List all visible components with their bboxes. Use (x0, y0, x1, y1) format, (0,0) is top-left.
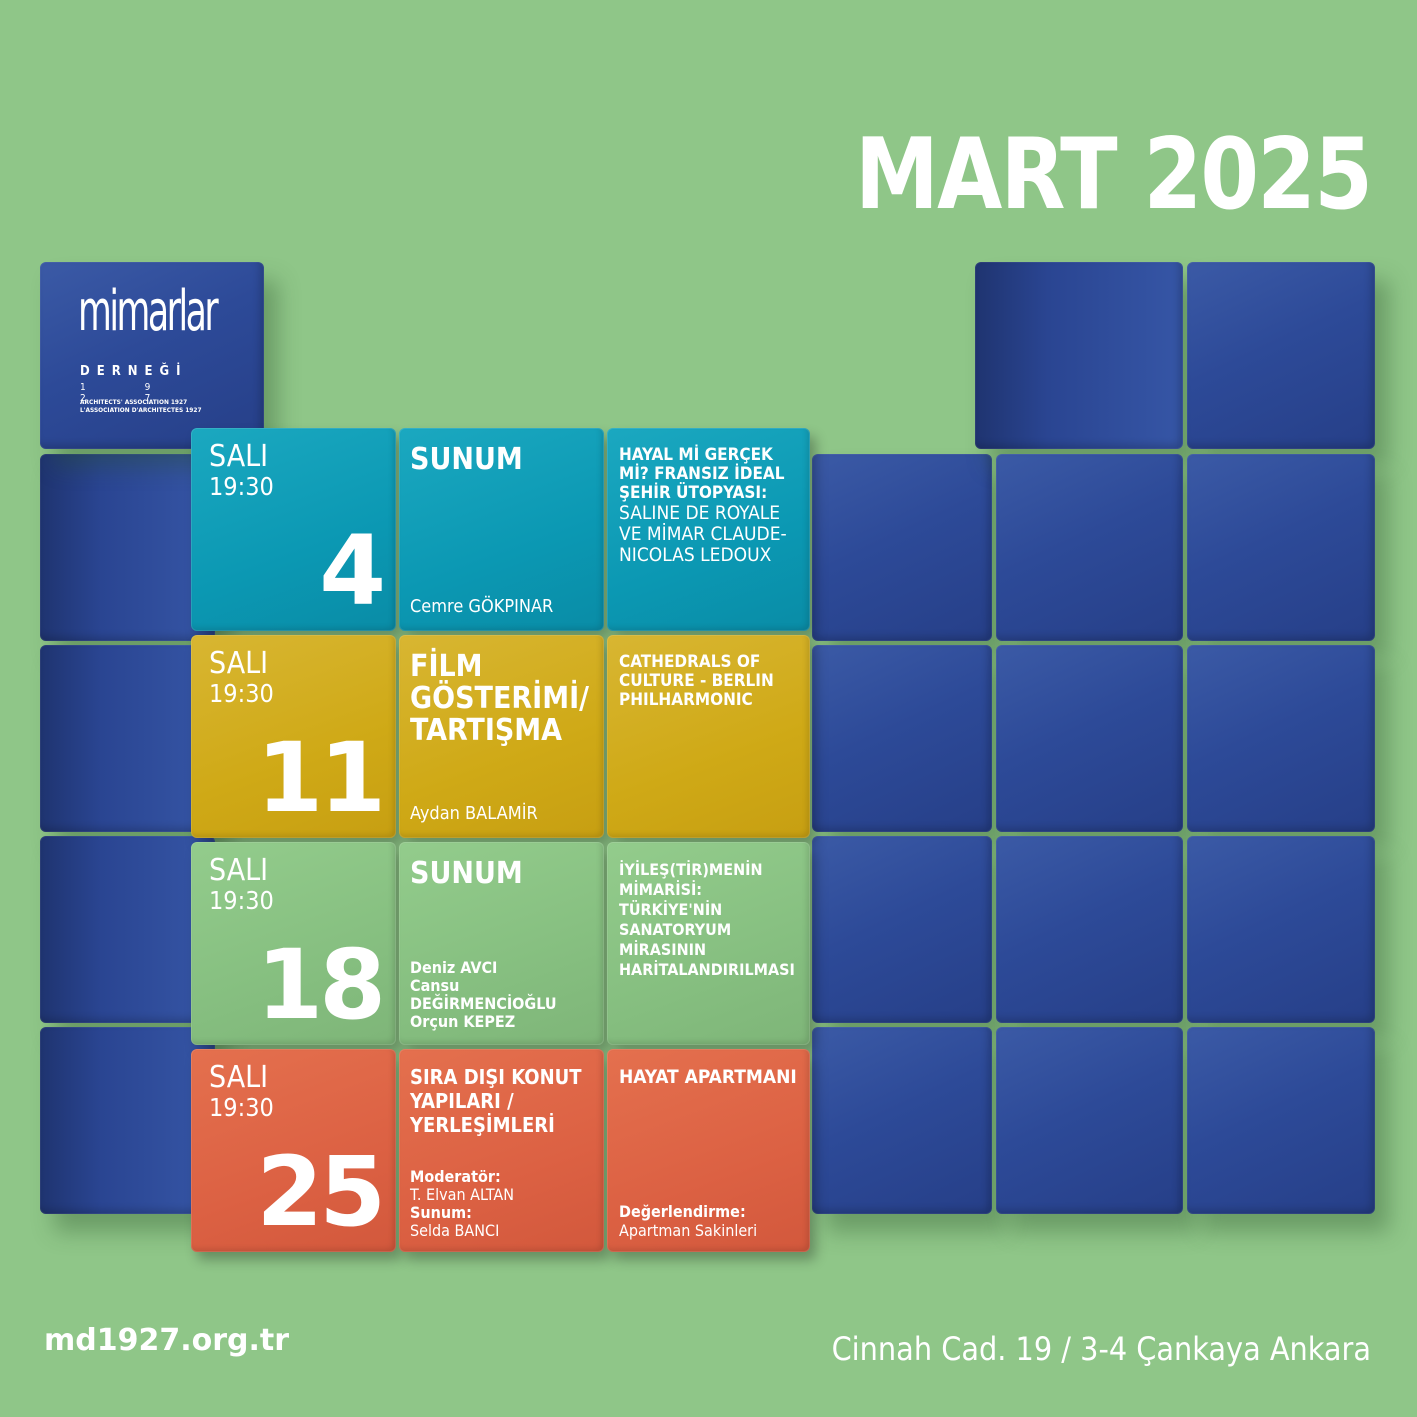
participants: Moderatör: T. Elvan ALTAN Sunum: Selda B… (410, 1168, 598, 1240)
cube (1187, 645, 1375, 832)
day-number: 4 (319, 515, 386, 627)
event-type-cell: SUNUM Cemre GÖKPINAR (399, 428, 604, 631)
event-type: SUNUM (410, 442, 523, 477)
event-description-cell: HAYAT APARTMANI Değerlendirme: Apartman … (607, 1049, 810, 1252)
presenter-name: Deniz AVCI (410, 958, 498, 977)
cube (40, 454, 215, 641)
logo-subtitle: DERNEĞİ (80, 364, 188, 379)
presenter-name: Orçun KEPEZ (410, 1012, 516, 1031)
address: Cinnah Cad. 19 / 3-4 Çankaya Ankara (831, 1330, 1371, 1368)
event-type-cell: FİLM GÖSTERİMİ/ TARTIŞMA Aydan BALAMİR (399, 635, 604, 838)
evaluation-value: Apartman Sakinleri (619, 1221, 758, 1240)
day-number: 25 (256, 1136, 386, 1248)
cube (1187, 1027, 1375, 1214)
presenter-name: Selda BANCI (410, 1221, 500, 1240)
cube (1187, 836, 1375, 1023)
cube (1187, 262, 1375, 449)
date-cell-4: SALI 19:30 4 (191, 428, 396, 631)
date-cell-18: SALI 19:30 18 (191, 842, 396, 1045)
moderator-name: T. Elvan ALTAN (410, 1185, 514, 1204)
logo-year: 1 9 2 7 (80, 382, 179, 404)
event-type: FİLM GÖSTERİMİ/ TARTIŞMA (410, 649, 589, 748)
presenter-names: Deniz AVCI Cansu DEĞİRMENCİOĞLU Orçun KE… (410, 959, 598, 1031)
event-time: 19:30 (209, 886, 274, 915)
date-cell-25: SALI 19:30 25 (191, 1049, 396, 1252)
cube (975, 262, 1183, 449)
presenter-name: Cemre GÖKPINAR (410, 596, 554, 617)
event-description-cell: HAYAL Mİ GERÇEK Mİ? FRANSIZ İDEAL ŞEHİR … (607, 428, 810, 631)
evaluation-label: Değerlendirme: (619, 1202, 746, 1221)
date-cell-11: SALI 19:30 11 (191, 635, 396, 838)
cube (1187, 454, 1375, 641)
cube (996, 1027, 1183, 1214)
event-description-cell: İYİLEŞ(TİR)MENİN MİMARİSİ: TÜRKİYE'NİN S… (607, 842, 810, 1045)
cube (996, 645, 1183, 832)
event-type: SIRA DIŞI KONUT YAPILARI / YERLEŞİMLERİ (410, 1065, 582, 1137)
event-type-cell: SIRA DIŞI KONUT YAPILARI / YERLEŞİMLERİ … (399, 1049, 604, 1252)
event-title: HAYAL Mİ GERÇEK Mİ? FRANSIZ İDEAL ŞEHİR … (619, 446, 806, 566)
day-name: SALI (209, 1060, 269, 1095)
cube (40, 1027, 215, 1214)
cube (996, 454, 1183, 641)
day-number: 18 (256, 929, 386, 1041)
cube (996, 836, 1183, 1023)
cube (812, 645, 992, 832)
event-title: HAYAT APARTMANI (619, 1066, 797, 1088)
event-time: 19:30 (209, 1093, 274, 1122)
logo: mimarlar DERNEĞİ 1 9 2 7 ARCHITECTS' ASS… (40, 262, 264, 449)
day-name: SALI (209, 439, 269, 474)
day-number: 11 (256, 722, 386, 834)
event-time: 19:30 (209, 472, 274, 501)
cube (40, 836, 215, 1023)
cube (812, 1027, 992, 1214)
day-name: SALI (209, 646, 269, 681)
presenter-name: Aydan BALAMİR (410, 803, 538, 824)
event-description-cell: CATHEDRALS OF CULTURE - BERLIN PHILHARMO… (607, 635, 810, 838)
website-link[interactable]: md1927.org.tr (44, 1323, 290, 1358)
page-title: MART 2025 (854, 118, 1373, 232)
cube (40, 645, 215, 832)
cube (812, 454, 992, 641)
logo-tagline: ARCHITECTS' ASSOCIATION 1927 L'ASSOCIATI… (80, 398, 202, 414)
event-title-normal: SALINE DE ROYALE VE MİMAR CLAUDE-NICOLAS… (619, 502, 787, 566)
event-type-cell: SUNUM Deniz AVCI Cansu DEĞİRMENCİOĞLU Or… (399, 842, 604, 1045)
event-type: SUNUM (410, 856, 523, 891)
event-title-bold: HAYAL Mİ GERÇEK Mİ? FRANSIZ İDEAL ŞEHİR … (619, 445, 785, 503)
event-time: 19:30 (209, 679, 274, 708)
moderator-label: Moderatör: (410, 1167, 501, 1186)
logo-tagline-en: ARCHITECTS' ASSOCIATION 1927 (80, 398, 188, 406)
event-title: İYİLEŞ(TİR)MENİN MİMARİSİ: TÜRKİYE'NİN S… (619, 860, 795, 979)
logo-tagline-fr: L'ASSOCIATION D'ARCHITECTES 1927 (80, 406, 202, 414)
event-title: CATHEDRALS OF CULTURE - BERLIN PHILHARMO… (619, 652, 774, 710)
day-name: SALI (209, 853, 269, 888)
evaluation: Değerlendirme: Apartman Sakinleri (619, 1202, 806, 1240)
logo-wordmark: mimarlar (78, 279, 219, 344)
cube (812, 836, 992, 1023)
presenter-name: Cansu DEĞİRMENCİOĞLU (410, 976, 557, 1013)
presenter-label: Sunum: (410, 1203, 472, 1222)
